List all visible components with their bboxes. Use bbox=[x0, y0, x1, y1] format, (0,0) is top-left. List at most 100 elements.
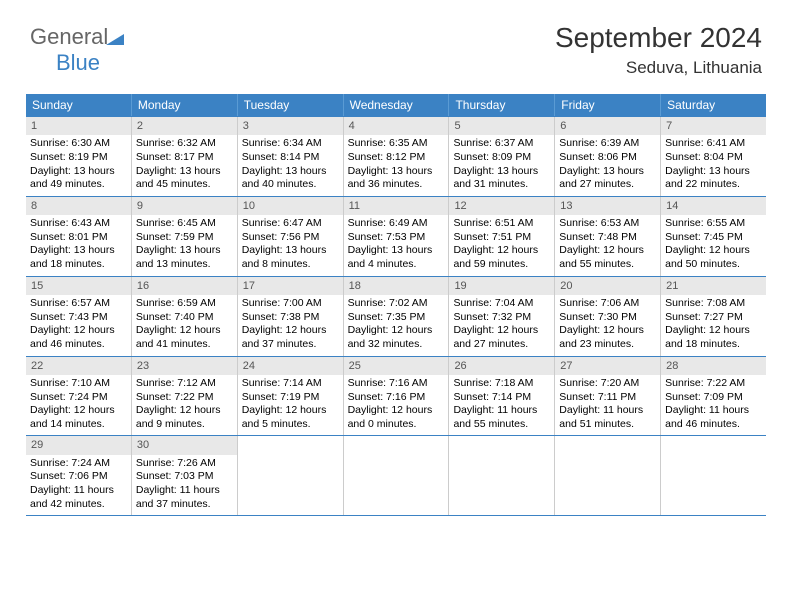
day-cell: 10Sunrise: 6:47 AMSunset: 7:56 PMDayligh… bbox=[238, 197, 344, 276]
daylight-line-1: Daylight: 13 hours bbox=[242, 244, 339, 258]
daylight-line-1: Daylight: 13 hours bbox=[348, 244, 445, 258]
daylight-line-1: Daylight: 13 hours bbox=[453, 165, 550, 179]
sunset-line: Sunset: 8:09 PM bbox=[453, 151, 550, 165]
sunrise-line: Sunrise: 7:16 AM bbox=[348, 377, 445, 391]
sunrise-line: Sunrise: 7:02 AM bbox=[348, 297, 445, 311]
sunset-line: Sunset: 7:59 PM bbox=[136, 231, 233, 245]
sunset-line: Sunset: 7:43 PM bbox=[30, 311, 127, 325]
day-cell bbox=[344, 436, 450, 515]
day-cell: 11Sunrise: 6:49 AMSunset: 7:53 PMDayligh… bbox=[344, 197, 450, 276]
sunset-line: Sunset: 8:14 PM bbox=[242, 151, 339, 165]
day-content: Sunrise: 6:57 AMSunset: 7:43 PMDaylight:… bbox=[26, 295, 131, 356]
day-cell: 23Sunrise: 7:12 AMSunset: 7:22 PMDayligh… bbox=[132, 357, 238, 436]
day-content: Sunrise: 7:04 AMSunset: 7:32 PMDaylight:… bbox=[449, 295, 554, 356]
day-number: 6 bbox=[555, 117, 660, 135]
day-cell: 9Sunrise: 6:45 AMSunset: 7:59 PMDaylight… bbox=[132, 197, 238, 276]
day-number: 27 bbox=[555, 357, 660, 375]
sunrise-line: Sunrise: 6:57 AM bbox=[30, 297, 127, 311]
sunset-line: Sunset: 8:17 PM bbox=[136, 151, 233, 165]
day-content: Sunrise: 7:14 AMSunset: 7:19 PMDaylight:… bbox=[238, 375, 343, 436]
weekday-header: Saturday bbox=[661, 94, 766, 116]
week-row: 1Sunrise: 6:30 AMSunset: 8:19 PMDaylight… bbox=[26, 116, 766, 197]
day-number: 29 bbox=[26, 436, 131, 454]
day-content: Sunrise: 7:02 AMSunset: 7:35 PMDaylight:… bbox=[344, 295, 449, 356]
day-cell: 16Sunrise: 6:59 AMSunset: 7:40 PMDayligh… bbox=[132, 277, 238, 356]
day-content: Sunrise: 6:39 AMSunset: 8:06 PMDaylight:… bbox=[555, 135, 660, 196]
day-content: Sunrise: 7:22 AMSunset: 7:09 PMDaylight:… bbox=[661, 375, 766, 436]
day-cell: 28Sunrise: 7:22 AMSunset: 7:09 PMDayligh… bbox=[661, 357, 766, 436]
sunrise-line: Sunrise: 7:06 AM bbox=[559, 297, 656, 311]
daylight-line-1: Daylight: 13 hours bbox=[559, 165, 656, 179]
day-number: 3 bbox=[238, 117, 343, 135]
day-content: Sunrise: 6:32 AMSunset: 8:17 PMDaylight:… bbox=[132, 135, 237, 196]
daylight-line-1: Daylight: 12 hours bbox=[348, 404, 445, 418]
daylight-line-2: and 42 minutes. bbox=[30, 498, 127, 512]
daylight-line-1: Daylight: 12 hours bbox=[348, 324, 445, 338]
sunrise-line: Sunrise: 6:53 AM bbox=[559, 217, 656, 231]
day-content: Sunrise: 7:20 AMSunset: 7:11 PMDaylight:… bbox=[555, 375, 660, 436]
daylight-line-1: Daylight: 13 hours bbox=[242, 165, 339, 179]
daylight-line-1: Daylight: 13 hours bbox=[30, 244, 127, 258]
daylight-line-2: and 8 minutes. bbox=[242, 258, 339, 272]
sunset-line: Sunset: 8:06 PM bbox=[559, 151, 656, 165]
day-number: 13 bbox=[555, 197, 660, 215]
daylight-line-1: Daylight: 12 hours bbox=[453, 244, 550, 258]
daylight-line-2: and 18 minutes. bbox=[30, 258, 127, 272]
day-cell: 17Sunrise: 7:00 AMSunset: 7:38 PMDayligh… bbox=[238, 277, 344, 356]
sunset-line: Sunset: 7:09 PM bbox=[665, 391, 762, 405]
sunrise-line: Sunrise: 7:26 AM bbox=[136, 457, 233, 471]
sunrise-line: Sunrise: 7:18 AM bbox=[453, 377, 550, 391]
sunset-line: Sunset: 7:16 PM bbox=[348, 391, 445, 405]
daylight-line-2: and 45 minutes. bbox=[136, 178, 233, 192]
daylight-line-2: and 49 minutes. bbox=[30, 178, 127, 192]
day-cell: 8Sunrise: 6:43 AMSunset: 8:01 PMDaylight… bbox=[26, 197, 132, 276]
day-cell bbox=[238, 436, 344, 515]
day-cell: 1Sunrise: 6:30 AMSunset: 8:19 PMDaylight… bbox=[26, 117, 132, 196]
day-content: Sunrise: 7:00 AMSunset: 7:38 PMDaylight:… bbox=[238, 295, 343, 356]
day-number: 22 bbox=[26, 357, 131, 375]
sunset-line: Sunset: 8:04 PM bbox=[665, 151, 762, 165]
day-content: Sunrise: 7:10 AMSunset: 7:24 PMDaylight:… bbox=[26, 375, 131, 436]
daylight-line-1: Daylight: 13 hours bbox=[348, 165, 445, 179]
day-content: Sunrise: 6:45 AMSunset: 7:59 PMDaylight:… bbox=[132, 215, 237, 276]
daylight-line-1: Daylight: 12 hours bbox=[665, 244, 762, 258]
day-cell: 20Sunrise: 7:06 AMSunset: 7:30 PMDayligh… bbox=[555, 277, 661, 356]
week-row: 15Sunrise: 6:57 AMSunset: 7:43 PMDayligh… bbox=[26, 277, 766, 357]
day-cell: 2Sunrise: 6:32 AMSunset: 8:17 PMDaylight… bbox=[132, 117, 238, 196]
sunrise-line: Sunrise: 6:30 AM bbox=[30, 137, 127, 151]
daylight-line-2: and 14 minutes. bbox=[30, 418, 127, 432]
sunset-line: Sunset: 7:27 PM bbox=[665, 311, 762, 325]
day-content: Sunrise: 7:12 AMSunset: 7:22 PMDaylight:… bbox=[132, 375, 237, 436]
daylight-line-1: Daylight: 12 hours bbox=[242, 404, 339, 418]
day-number: 16 bbox=[132, 277, 237, 295]
sunset-line: Sunset: 7:22 PM bbox=[136, 391, 233, 405]
weekday-header: Friday bbox=[555, 94, 661, 116]
day-content: Sunrise: 6:35 AMSunset: 8:12 PMDaylight:… bbox=[344, 135, 449, 196]
daylight-line-1: Daylight: 12 hours bbox=[559, 324, 656, 338]
weekday-header-row: SundayMondayTuesdayWednesdayThursdayFrid… bbox=[26, 94, 766, 116]
sunset-line: Sunset: 7:30 PM bbox=[559, 311, 656, 325]
day-number: 1 bbox=[26, 117, 131, 135]
day-cell: 22Sunrise: 7:10 AMSunset: 7:24 PMDayligh… bbox=[26, 357, 132, 436]
sunrise-line: Sunrise: 6:49 AM bbox=[348, 217, 445, 231]
day-cell: 30Sunrise: 7:26 AMSunset: 7:03 PMDayligh… bbox=[132, 436, 238, 515]
sunrise-line: Sunrise: 7:08 AM bbox=[665, 297, 762, 311]
day-cell: 19Sunrise: 7:04 AMSunset: 7:32 PMDayligh… bbox=[449, 277, 555, 356]
sunrise-line: Sunrise: 6:45 AM bbox=[136, 217, 233, 231]
weekday-header: Tuesday bbox=[238, 94, 344, 116]
day-number: 5 bbox=[449, 117, 554, 135]
sunrise-line: Sunrise: 6:51 AM bbox=[453, 217, 550, 231]
daylight-line-2: and 18 minutes. bbox=[665, 338, 762, 352]
day-number: 28 bbox=[661, 357, 766, 375]
daylight-line-2: and 9 minutes. bbox=[136, 418, 233, 432]
day-content: Sunrise: 6:37 AMSunset: 8:09 PMDaylight:… bbox=[449, 135, 554, 196]
day-content: Sunrise: 7:08 AMSunset: 7:27 PMDaylight:… bbox=[661, 295, 766, 356]
day-cell bbox=[661, 436, 766, 515]
day-number: 14 bbox=[661, 197, 766, 215]
week-row: 8Sunrise: 6:43 AMSunset: 8:01 PMDaylight… bbox=[26, 197, 766, 277]
day-cell: 24Sunrise: 7:14 AMSunset: 7:19 PMDayligh… bbox=[238, 357, 344, 436]
day-content: Sunrise: 6:30 AMSunset: 8:19 PMDaylight:… bbox=[26, 135, 131, 196]
day-cell: 27Sunrise: 7:20 AMSunset: 7:11 PMDayligh… bbox=[555, 357, 661, 436]
sunrise-line: Sunrise: 6:39 AM bbox=[559, 137, 656, 151]
day-content: Sunrise: 6:41 AMSunset: 8:04 PMDaylight:… bbox=[661, 135, 766, 196]
